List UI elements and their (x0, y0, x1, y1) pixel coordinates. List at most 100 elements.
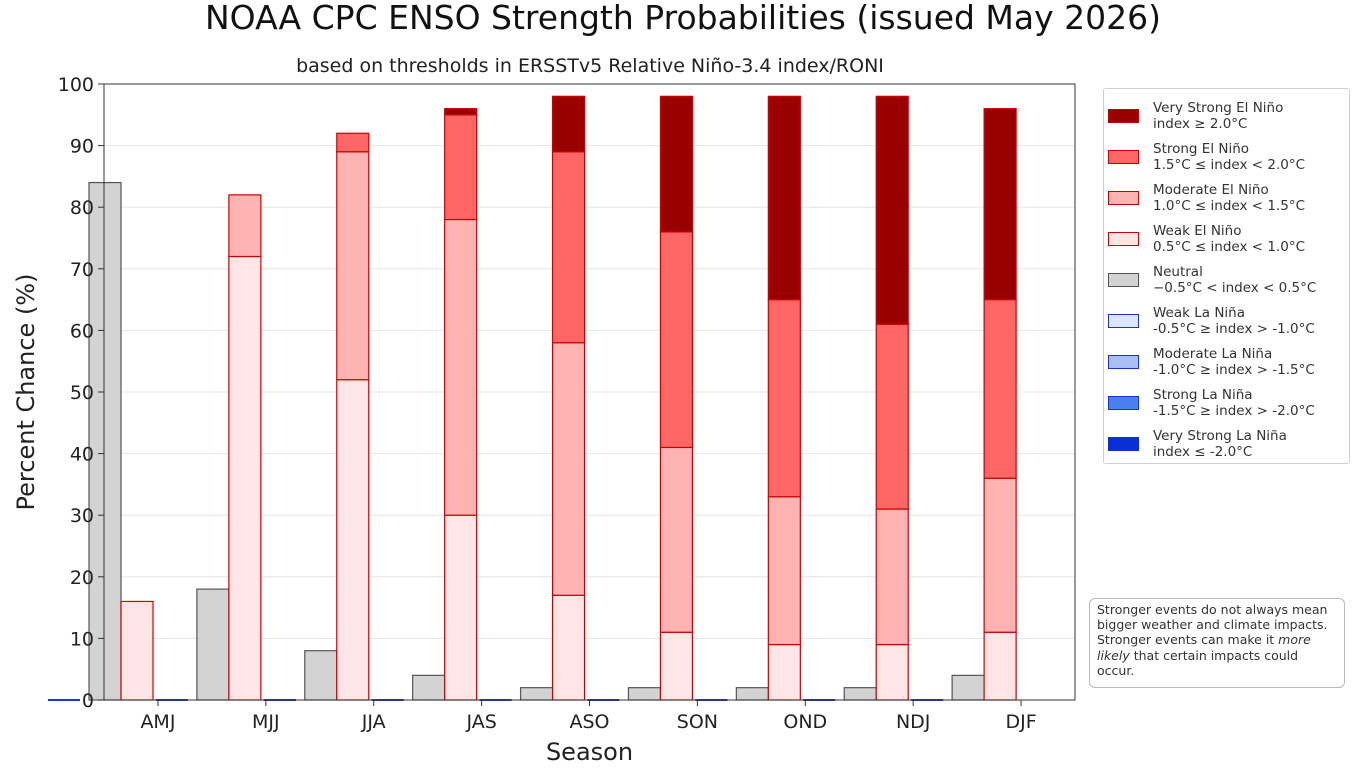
y-axis-label: Percent Chance (%) (12, 274, 40, 511)
bar-segment (875, 95, 909, 325)
legend-item: Very Strong La Niña index ≤ -2.0°C (1108, 423, 1345, 464)
bar-segment (951, 674, 985, 701)
legend-item: Moderate La Niña -1.0°C ≥ index > -1.5°C (1108, 341, 1345, 382)
bar-segment (551, 151, 586, 344)
x-axis-label: Season (546, 738, 633, 766)
y-tick-label: 40 (70, 444, 94, 466)
bar-segment (659, 95, 694, 233)
note-box: Stronger events do not always mean bigge… (1089, 598, 1345, 688)
bar-segment (659, 231, 694, 449)
bar-segment (412, 674, 446, 701)
bar-segment (228, 255, 262, 701)
bar-segment (444, 514, 478, 701)
legend-range: -1.0°C ≥ index > -1.5°C (1153, 361, 1315, 378)
x-tick-label: SON (677, 711, 718, 733)
legend-range: 1.0°C ≤ index < 1.5°C (1153, 197, 1306, 214)
legend-range: −0.5°C < index < 0.5°C (1153, 279, 1317, 296)
legend-item: Weak La Niña -0.5°C ≥ index > -1.0°C (1108, 300, 1345, 341)
x-tick-label: AMJ (140, 711, 175, 733)
chart-area: 0 10 20 30 40 50 60 70 80 90 100 AMJ MJJ JJA JAS ASO SON… (12, 74, 1076, 766)
legend-name: Moderate El Niño (1153, 181, 1269, 198)
bar-segment (875, 643, 909, 701)
bar-segment (120, 600, 154, 701)
legend-swatch (1108, 149, 1139, 164)
y-tick-label: 10 (70, 628, 94, 650)
x-tick-label: JAS (465, 711, 496, 733)
bar-segment (444, 218, 478, 516)
legend-name: Weak La Niña (1153, 304, 1246, 321)
legend-name: Moderate La Niña (1153, 345, 1273, 362)
y-tick-label: 100 (58, 74, 94, 96)
legend-item: Weak El Niño 0.5°C ≤ index < 1.0°C (1108, 218, 1345, 259)
y-tick-label: 50 (70, 382, 94, 404)
bar-segment (767, 643, 801, 701)
legend-swatch (1108, 313, 1139, 328)
bar-segment (519, 687, 554, 701)
y-tick-label: 80 (70, 197, 94, 219)
bar-segment (228, 194, 262, 258)
legend-swatch (1108, 108, 1139, 123)
bar-segment (983, 299, 1017, 479)
bar-segment (304, 650, 338, 701)
bar-segment (767, 95, 801, 301)
bar-segment (551, 95, 586, 153)
x-tick-label: JJA (361, 711, 386, 733)
legend: Very Strong El Niño index ≥ 2.0°C Strong E… (1103, 88, 1350, 464)
bar-segment (196, 588, 230, 701)
note-emphasis: more likely (1097, 632, 1311, 663)
bar-segment (336, 132, 370, 153)
bar-segment (767, 496, 801, 646)
x-tick-label: NDJ (896, 711, 930, 733)
y-tick-label: 30 (70, 505, 94, 527)
note-text: Stronger events do not always mean bigge… (1097, 602, 1328, 648)
legend-range: 1.5°C ≤ index < 2.0°C (1153, 156, 1306, 173)
bar-segment (983, 477, 1017, 633)
legend-range: index ≥ 2.0°C (1153, 115, 1248, 132)
legend-swatch (1108, 354, 1139, 369)
chart-title: NOAA CPC ENSO Strength Probabilities (is… (204, 0, 1162, 37)
legend-item: Neutral −0.5°C < index < 0.5°C (1108, 259, 1345, 300)
x-tick-label: MJJ (252, 711, 280, 733)
bar-segment (444, 114, 478, 221)
legend-name: Very Strong La Niña (1153, 427, 1287, 444)
bar-segment (983, 631, 1017, 701)
bar-segment (659, 631, 694, 701)
legend-name: Weak El Niño (1153, 222, 1242, 239)
bar-segment (336, 379, 370, 701)
bar-segment (843, 687, 877, 701)
bar-segment (551, 342, 586, 596)
legend-name: Neutral (1153, 263, 1203, 280)
legend-range: -0.5°C ≥ index > -1.0°C (1153, 320, 1315, 337)
y-tick-label: 0 (82, 690, 94, 712)
legend-swatch (1108, 272, 1139, 287)
y-tick-label: 20 (70, 567, 94, 589)
note-text-end: that certain impacts could occur. (1097, 647, 1299, 678)
legend-swatch (1108, 190, 1139, 205)
bar-segment (875, 508, 909, 646)
chart-subtitle: based on thresholds in ERSSTv5 Relative … (296, 55, 884, 77)
bar-segment (551, 594, 586, 701)
legend-swatch (1108, 436, 1139, 451)
legend-item: Moderate El Niño 1.0°C ≤ index < 1.5°C (1108, 177, 1345, 218)
legend-name: Very Strong El Niño (1153, 99, 1284, 116)
bar-segment (659, 446, 694, 633)
legend-item: Very Strong El Niño index ≥ 2.0°C (1108, 95, 1345, 136)
legend-item: Strong El Niño 1.5°C ≤ index < 2.0°C (1108, 136, 1345, 177)
bar-segment (444, 108, 478, 116)
legend-range: 0.5°C ≤ index < 1.0°C (1153, 238, 1306, 255)
bar-segment (767, 299, 801, 498)
bar-segment (983, 108, 1017, 301)
x-tick-label: OND (783, 711, 827, 733)
y-tick-label: 60 (70, 320, 94, 342)
legend-range: -1.5°C ≥ index > -2.0°C (1153, 402, 1315, 419)
x-tick-label: ASO (569, 711, 609, 733)
bar-segment (88, 181, 122, 701)
bar-segment (735, 687, 769, 701)
legend-swatch (1108, 231, 1139, 246)
x-tick-label: DJF (1005, 711, 1036, 733)
y-tick-label: 90 (70, 136, 94, 158)
legend-name: Strong El Niño (1153, 140, 1250, 157)
legend-swatch (1108, 395, 1139, 410)
bar-segment (627, 687, 662, 701)
bar-segment (336, 151, 370, 381)
